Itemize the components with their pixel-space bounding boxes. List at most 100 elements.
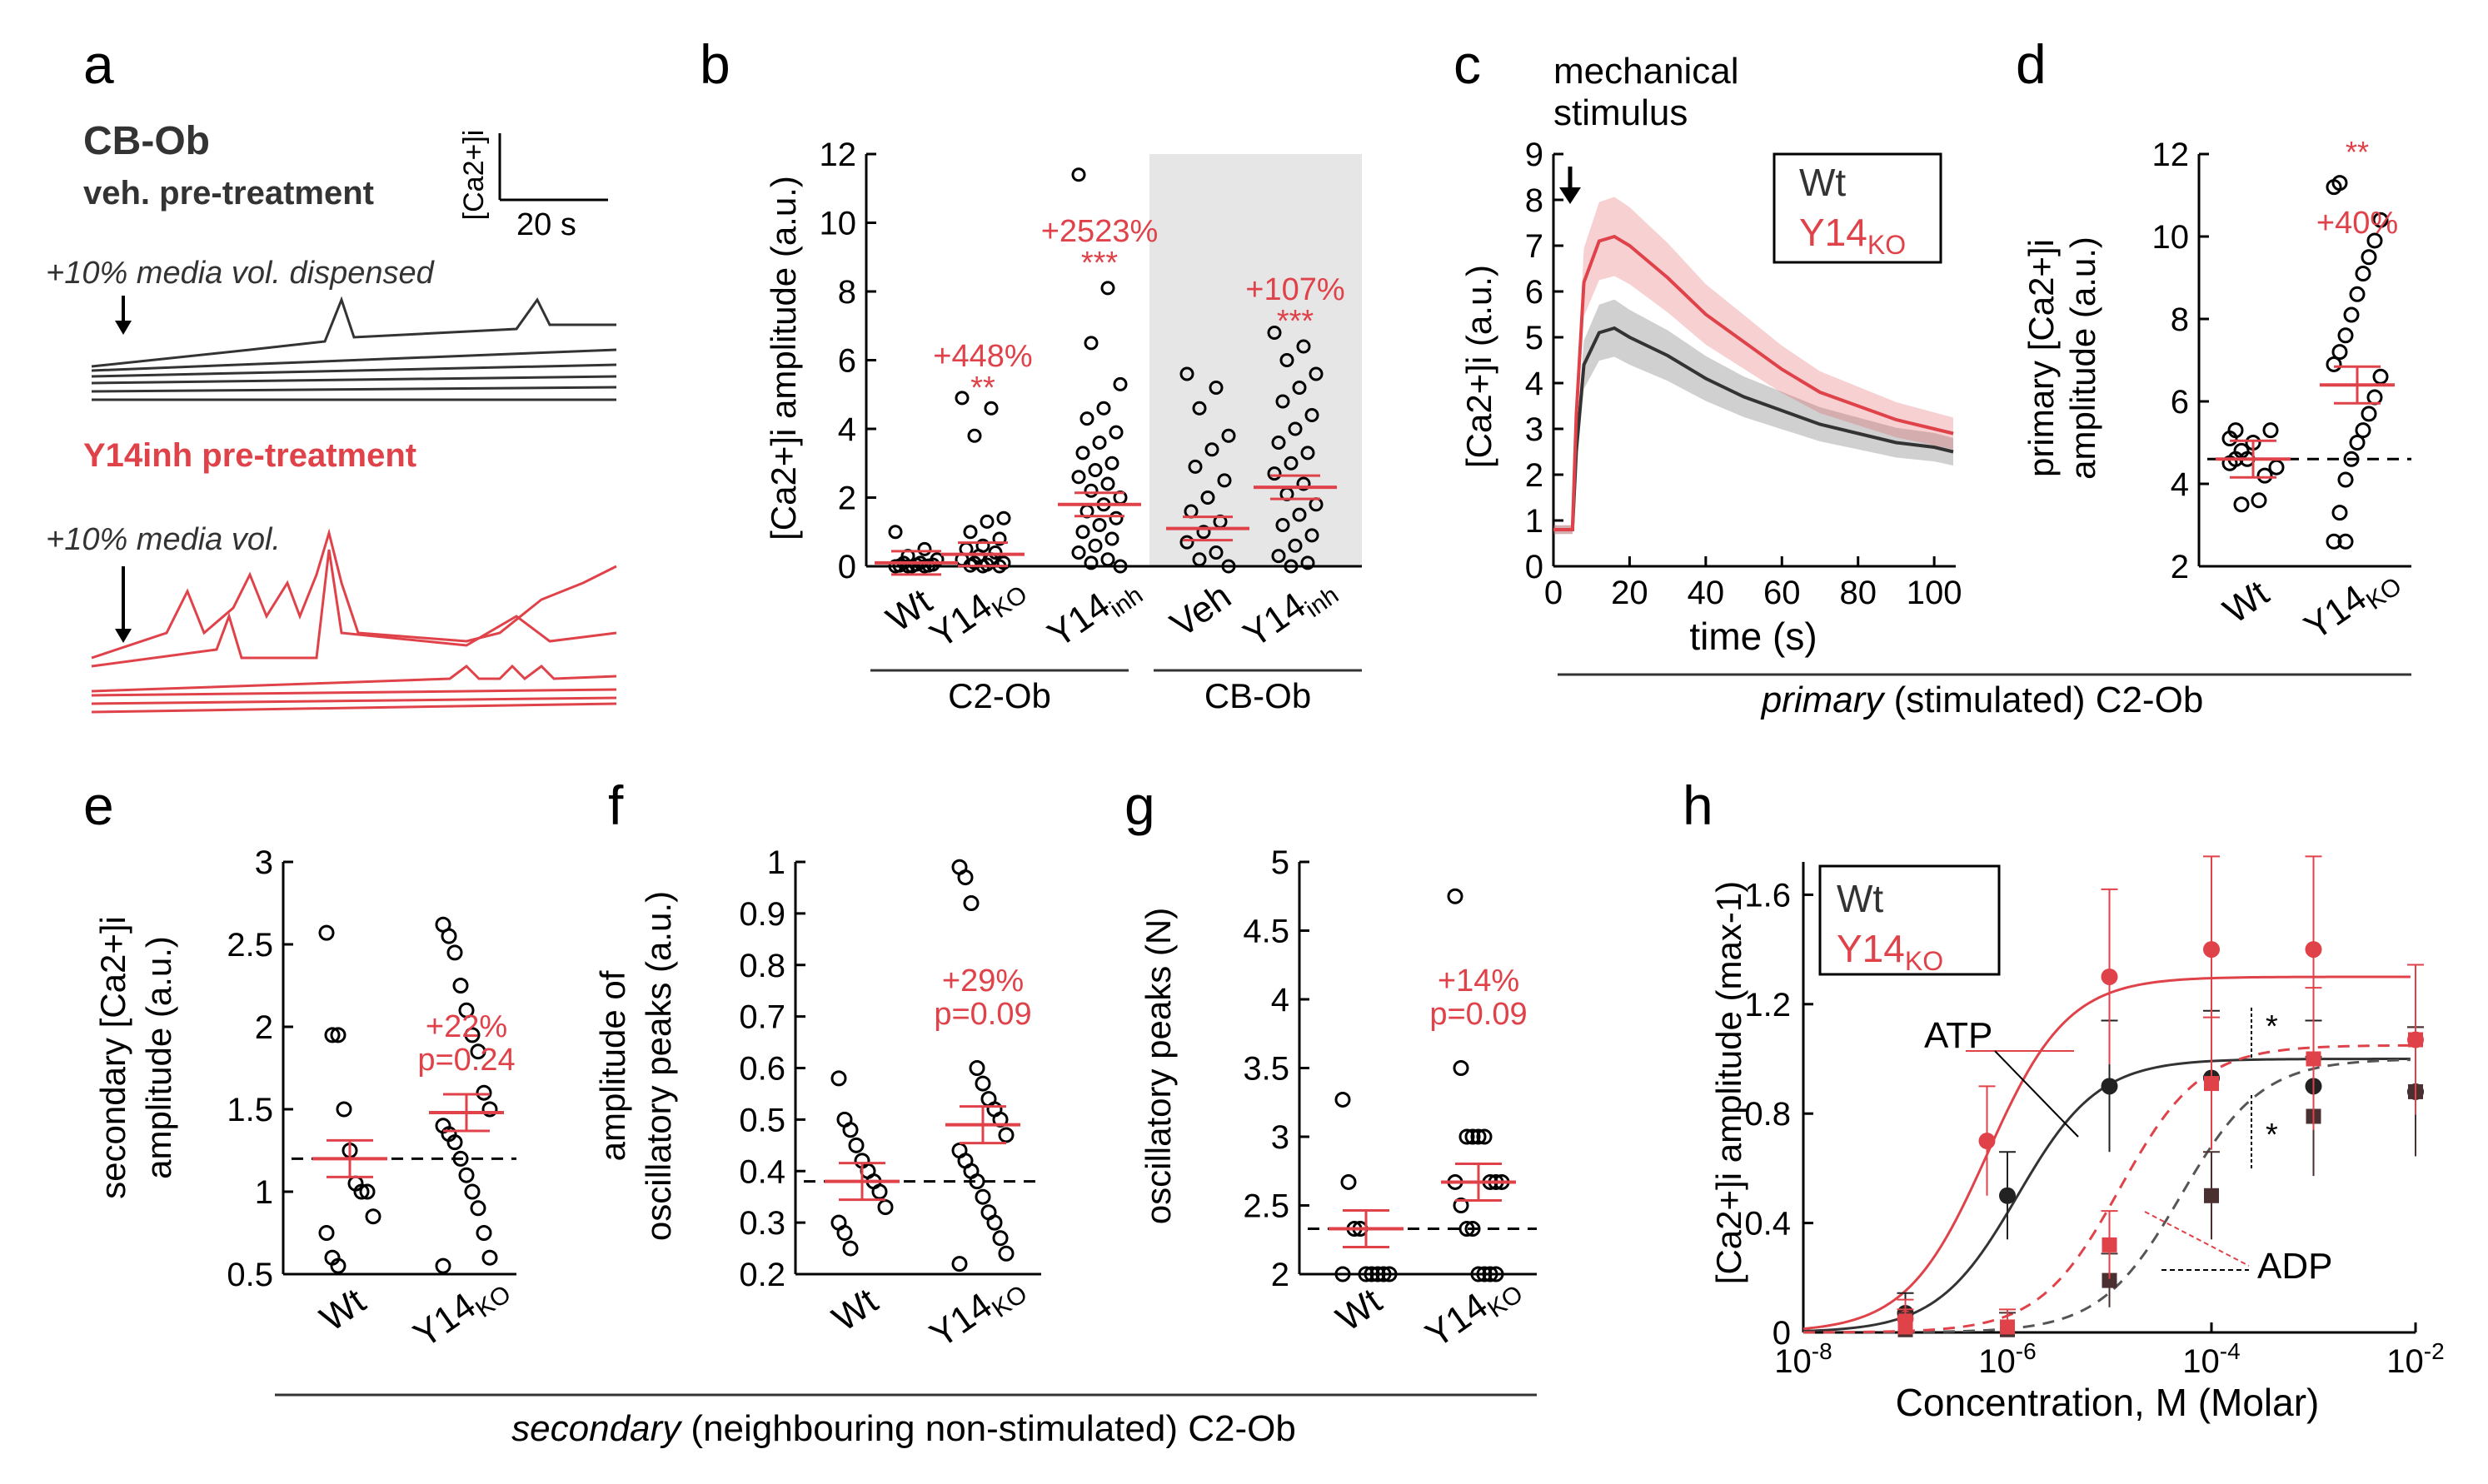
f-point xyxy=(969,1173,985,1190)
panel-d: d primary [Ca2+]i amplitude (a.u.) 2 4 6 8 1… xyxy=(2016,33,2411,653)
h-legend-box xyxy=(1818,864,2001,976)
h-point-y14ko-atp xyxy=(2101,968,2118,985)
b-point xyxy=(1084,483,1099,498)
b-annot-107-stars: *** xyxy=(1277,304,1314,339)
f-annot-pct: +29% xyxy=(942,964,1024,998)
h-star-adp: * xyxy=(2266,1118,2278,1153)
e-point xyxy=(458,1167,475,1183)
d-point xyxy=(2337,533,2354,550)
e-ylabel-2: amplitude (a.u.) xyxy=(139,936,178,1179)
b-point xyxy=(1104,456,1119,471)
d-point xyxy=(2372,368,2389,385)
c-ytick-label: 2 xyxy=(1525,457,1543,494)
e-point xyxy=(446,1134,463,1151)
panel-f: f amplitude of oscillatory peaks (a.u.) … xyxy=(593,774,1041,1361)
f-xlabel: Y14KO xyxy=(923,1264,1033,1361)
e-point xyxy=(470,1200,486,1217)
e-point xyxy=(441,928,457,944)
g-point xyxy=(1470,1266,1487,1282)
f-point xyxy=(842,1122,859,1138)
b-point xyxy=(1221,428,1236,443)
b-ytick-label: 8 xyxy=(838,274,856,311)
c-ytick-label: 0 xyxy=(1525,549,1543,585)
g-point xyxy=(1476,1128,1493,1145)
f-ytick-label: 0.6 xyxy=(739,1051,785,1088)
c-ytick-label: 7 xyxy=(1525,228,1543,265)
h-fit-wt-atp xyxy=(1802,1058,2411,1332)
b-xlabel: Y14KO xyxy=(923,565,1033,661)
panel-letter-h: h xyxy=(1683,774,1713,836)
d-point xyxy=(2349,286,2366,302)
d-point xyxy=(2355,422,2371,439)
h-ytick-label: 1.2 xyxy=(1744,987,1791,1023)
d-annot-stars: ** xyxy=(2346,135,2369,169)
c-ytick-label: 3 xyxy=(1525,411,1543,448)
b-point xyxy=(1279,353,1294,367)
panel-a-title: CB-Ob xyxy=(83,119,210,163)
h-point-y14ko-atp xyxy=(1978,1133,1996,1150)
panel-h: h [Ca2+]i amplitude (max-1) 0 0.4 0.8 1.2 1.… xyxy=(1683,774,2445,1424)
d-ylabel-2: amplitude (a.u.) xyxy=(2063,237,2102,480)
f-point xyxy=(975,1075,991,1092)
scale-bar: [Ca2+]i 20 s xyxy=(458,130,608,242)
g-ytick-label: 4.5 xyxy=(1243,914,1289,950)
c-annot-1: mechanical xyxy=(1553,51,1739,92)
b-xlabel: Y14inh xyxy=(1236,565,1344,660)
b-point xyxy=(1088,463,1103,477)
b-group-c2: C2-Ob xyxy=(948,676,1051,715)
d-ytick-label: 10 xyxy=(2152,219,2190,256)
d-point xyxy=(2361,406,2377,422)
d-ytick-label: 2 xyxy=(2171,549,2189,585)
b-point xyxy=(1267,466,1282,481)
g-ytick-label: 5 xyxy=(1271,844,1289,881)
b-point xyxy=(967,428,982,443)
h-fit-wt-adp xyxy=(1802,1058,2411,1334)
f-point xyxy=(992,1230,1009,1247)
h-point-wt-atp xyxy=(2101,1078,2118,1095)
c-ytick-label: 4 xyxy=(1525,366,1543,402)
e-ytick-label: 3 xyxy=(255,844,273,881)
panel-b: b [Ca2+]i amplitude (a.u.) 0 2 4 6 8 10 12 WtY… xyxy=(700,33,1362,715)
c-xtick-label: 60 xyxy=(1763,575,1801,611)
b-point xyxy=(1071,470,1086,485)
g-point xyxy=(1364,1266,1380,1282)
panel-c-plot xyxy=(1553,197,1954,535)
b-point xyxy=(980,514,995,529)
h-xlabel: Concentration, M (Molar) xyxy=(1896,1381,2320,1424)
c-xtick-label: 100 xyxy=(1907,575,1962,611)
g-point xyxy=(1375,1266,1392,1282)
d-xlabel: Y14KO xyxy=(2297,556,2407,653)
h-xtick-label: 10-6 xyxy=(1978,1338,2036,1380)
primary-group-label: primary (stimulated) C2-Ob xyxy=(1760,680,2204,720)
b-point xyxy=(1209,381,1224,395)
g-ytick-label: 2.5 xyxy=(1243,1188,1289,1225)
e-point xyxy=(330,1257,347,1274)
f-point xyxy=(842,1240,859,1257)
d-point xyxy=(2331,344,2348,361)
g-point xyxy=(1476,1266,1493,1282)
c-xtick-label: 0 xyxy=(1544,575,1563,611)
e-annot-pct: +22% xyxy=(426,1009,507,1044)
h-label-adp: ADP xyxy=(2257,1246,2332,1287)
d-point xyxy=(2337,327,2354,344)
h-legend-wt: Wt xyxy=(1837,877,1883,920)
h-point-y14ko-adp xyxy=(2306,1051,2321,1067)
traces-veh xyxy=(91,296,617,401)
h-point-wt-atp xyxy=(1999,1187,2016,1204)
b-point xyxy=(1179,535,1194,550)
d-point xyxy=(2349,435,2366,451)
d-point xyxy=(2343,451,2360,467)
e-point xyxy=(324,1027,341,1043)
d-annot-pct: +40% xyxy=(2316,206,2398,241)
h-xtick-label: 10-2 xyxy=(2386,1338,2444,1380)
h-ytick-label: 0.4 xyxy=(1744,1206,1791,1242)
b-point xyxy=(1100,281,1115,296)
f-ytick-label: 0.7 xyxy=(739,999,785,1036)
cb-ob-background xyxy=(1149,154,1362,565)
f-ytick-label: 1 xyxy=(767,844,785,881)
d-ytick-label: 8 xyxy=(2171,301,2189,338)
